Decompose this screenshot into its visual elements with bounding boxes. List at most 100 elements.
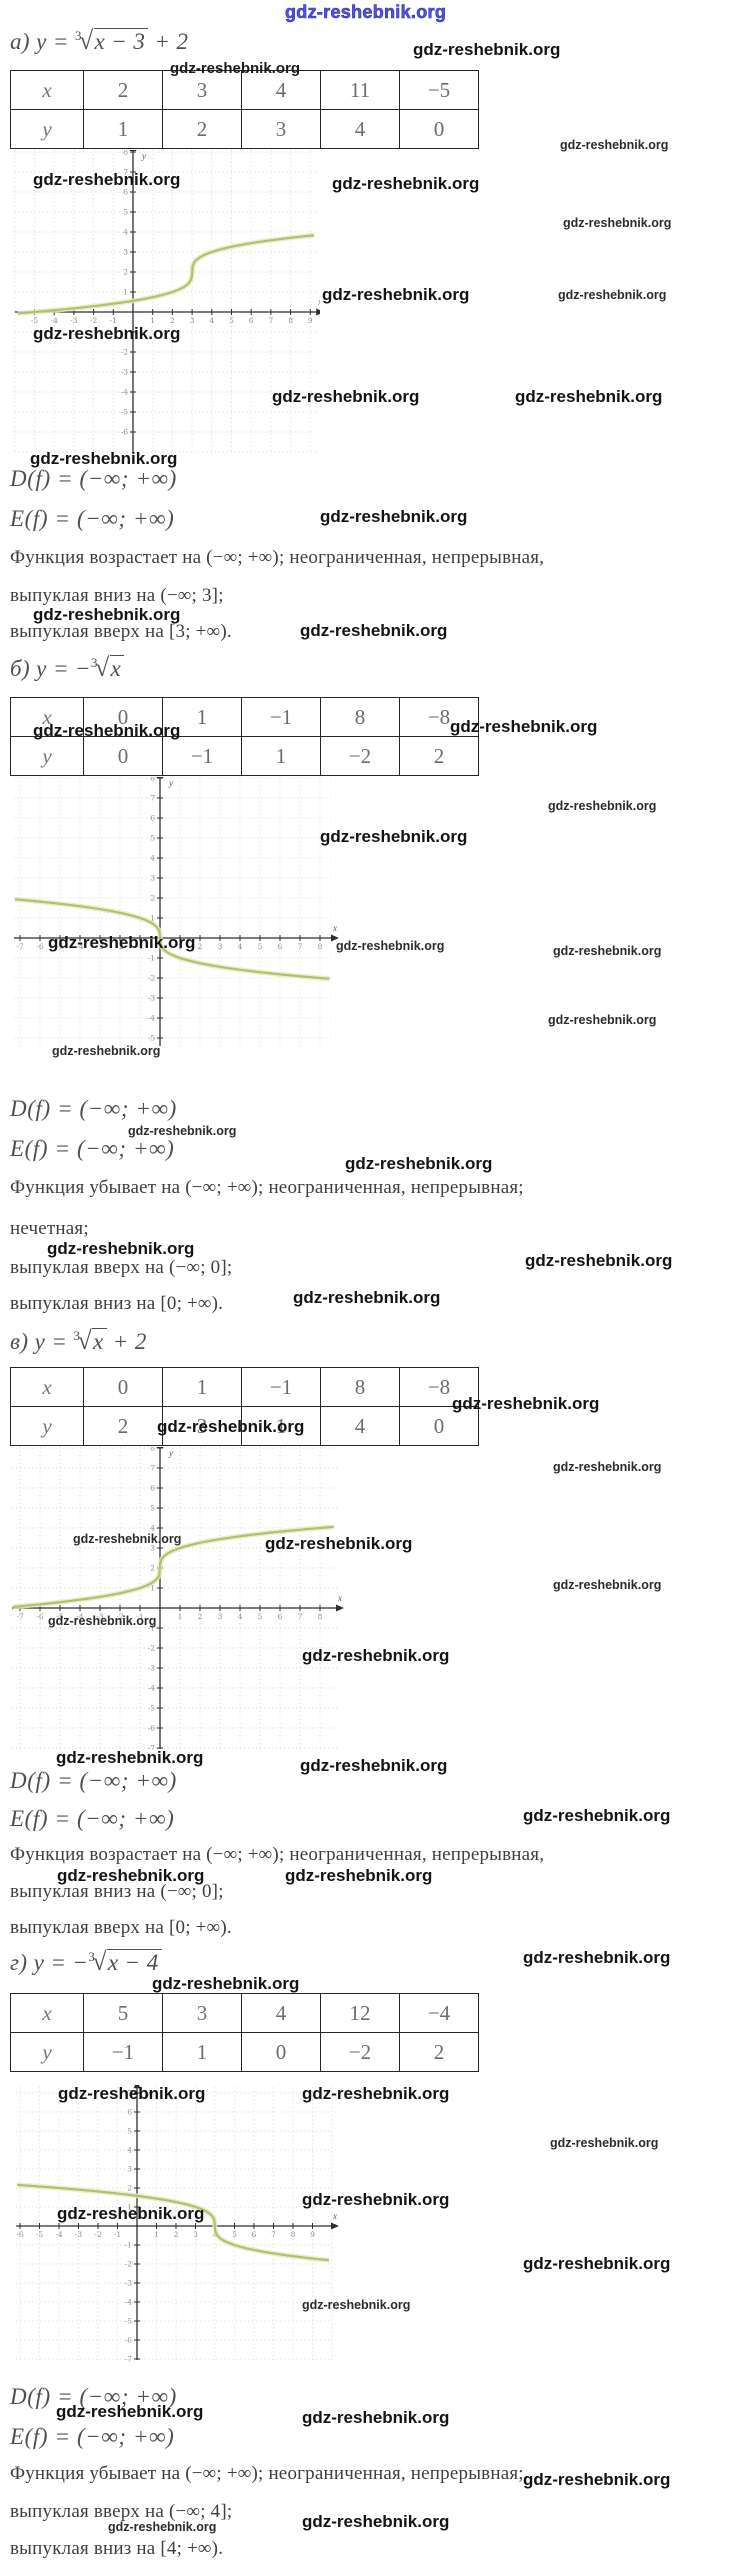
svg-text:-2: -2 — [90, 316, 98, 325]
watermark: gdz-reshebnik.org — [553, 1578, 662, 1592]
watermark: gdz-reshebnik.org — [302, 2408, 450, 2427]
svg-text:x: x — [337, 1593, 342, 1603]
svg-text:6: 6 — [278, 1612, 283, 1621]
value-cell: 12 — [320, 1993, 400, 2033]
radicand: x — [92, 1328, 107, 1354]
radical-sign-icon: √ — [92, 1947, 107, 1976]
value-cell: 2 — [83, 1406, 163, 1446]
svg-text:4: 4 — [123, 228, 128, 237]
svg-text:7: 7 — [150, 794, 155, 803]
watermark: gdz-reshebnik.org — [558, 288, 667, 302]
function-formula: б) y = −3√x — [10, 653, 125, 683]
watermark: gdz-reshebnik.org — [553, 1460, 662, 1474]
svg-text:-2: -2 — [148, 974, 156, 983]
svg-text:1: 1 — [127, 2203, 132, 2212]
value-cell: −8 — [399, 697, 479, 737]
value-cell: 1 — [241, 736, 321, 776]
watermark: gdz-reshebnik.org — [265, 1534, 413, 1553]
watermark: gdz-reshebnik.org — [515, 387, 663, 406]
watermark: gdz-reshebnik.org — [300, 1756, 448, 1775]
watermark: gdz-reshebnik.org — [302, 1646, 450, 1665]
svg-text:5: 5 — [258, 942, 263, 951]
svg-text:2: 2 — [170, 316, 175, 325]
svg-text:-4: -4 — [55, 2230, 63, 2239]
cube-root-radical: 3√x — [91, 653, 125, 682]
value-cell: 3 — [162, 70, 242, 110]
root-index: 3 — [88, 1949, 96, 1965]
watermark: gdz-reshebnik.org — [550, 2136, 659, 2150]
row-header: x — [10, 70, 84, 110]
svg-text:y: y — [168, 778, 173, 788]
watermark: gdz-reshebnik.org — [320, 507, 468, 526]
watermark: gdz-reshebnik.org — [48, 1614, 157, 1628]
svg-text:8: 8 — [150, 777, 155, 783]
svg-text:6: 6 — [252, 2230, 257, 2239]
svg-text:2: 2 — [174, 2230, 179, 2239]
value-cell: 8 — [320, 1367, 400, 1407]
value-cell: 5 — [83, 1993, 163, 2033]
value-cell: 2 — [399, 736, 479, 776]
watermark: gdz-reshebnik.org — [302, 2190, 450, 2209]
row-header: y — [10, 2032, 84, 2072]
watermark: gdz-reshebnik.org — [108, 2520, 217, 2534]
property-line: выпуклая вниз на (−∞; 0]; — [10, 1881, 224, 1902]
watermark: gdz-reshebnik.org — [302, 2512, 450, 2531]
svg-text:-2: -2 — [116, 1612, 124, 1621]
svg-text:-7: -7 — [16, 1612, 24, 1621]
svg-text:-5: -5 — [36, 2230, 44, 2239]
svg-text:-3: -3 — [148, 1664, 156, 1673]
watermark: gdz-reshebnik.org — [525, 1251, 673, 1270]
cube-root-radical: 3√x − 4 — [88, 1947, 162, 1976]
svg-text:1: 1 — [154, 2230, 159, 2239]
svg-text:-5: -5 — [121, 408, 129, 417]
svg-text:5: 5 — [150, 1504, 155, 1513]
value-cell: −8 — [399, 1367, 479, 1407]
value-cell: −1 — [83, 2032, 163, 2072]
svg-text:3: 3 — [193, 2230, 198, 2239]
row-header: y — [10, 736, 84, 776]
function-formula: а) y = 3√x − 3 + 2 — [10, 26, 188, 56]
svg-text:-5: -5 — [31, 316, 39, 325]
property-line: Функция убывает на (−∞; +∞); неограничен… — [10, 1177, 524, 1198]
svg-text:-4: -4 — [148, 1684, 156, 1693]
svg-text:y: y — [145, 2088, 150, 2098]
svg-text:5: 5 — [150, 834, 155, 843]
formula-label: в) — [10, 1329, 29, 1354]
row-header: x — [10, 697, 84, 737]
svg-text:-5: -5 — [56, 942, 64, 951]
svg-text:8: 8 — [291, 2230, 296, 2239]
svg-text:-3: -3 — [121, 368, 129, 377]
property-line: выпуклая вниз на (−∞; 3]; — [10, 585, 224, 606]
value-table: x 0 1 −1 8 −8 y 0 −1 1 −2 2 — [10, 697, 479, 776]
value-cell: −1 — [241, 697, 321, 737]
value-cell: −5 — [399, 70, 479, 110]
formula-label: г) — [10, 1950, 28, 1975]
svg-text:-2: -2 — [148, 1644, 156, 1653]
value-cell: 3 — [241, 109, 321, 149]
domain-line: D(f) = (−∞; +∞) — [10, 1768, 177, 1793]
svg-text:6: 6 — [127, 2108, 132, 2117]
property-line: выпуклая вверх на (−∞; 4]; — [10, 2501, 233, 2522]
svg-text:9: 9 — [310, 2230, 315, 2239]
value-cell: 1 — [83, 109, 163, 149]
svg-text:-1: -1 — [110, 316, 117, 325]
svg-text:-6: -6 — [16, 2230, 24, 2239]
domain-line: D(f) = (−∞; +∞) — [10, 2384, 177, 2409]
watermark: gdz-reshebnik.org — [302, 2084, 450, 2103]
formula-tail: + 2 — [148, 29, 189, 54]
formula-tail: + 2 — [106, 1329, 147, 1354]
svg-text:-6: -6 — [121, 428, 129, 437]
svg-text:4: 4 — [127, 2146, 132, 2155]
svg-text:4: 4 — [238, 1612, 243, 1621]
svg-text:-3: -3 — [70, 316, 78, 325]
watermark: gdz-reshebnik.org — [302, 2298, 411, 2312]
value-cell: 4 — [320, 109, 400, 149]
watermark: gdz-reshebnik.org — [563, 216, 672, 230]
cube-root-radical: 3√x — [73, 1326, 107, 1355]
watermark: gdz-reshebnik.org — [30, 449, 178, 468]
watermark: gdz-reshebnik.org — [452, 1394, 600, 1413]
svg-text:7: 7 — [150, 1464, 155, 1473]
formula-lead: y = — [29, 29, 75, 54]
watermark: gdz-reshebnik.org — [48, 933, 196, 952]
watermark: gdz-reshebnik.org — [413, 40, 561, 59]
